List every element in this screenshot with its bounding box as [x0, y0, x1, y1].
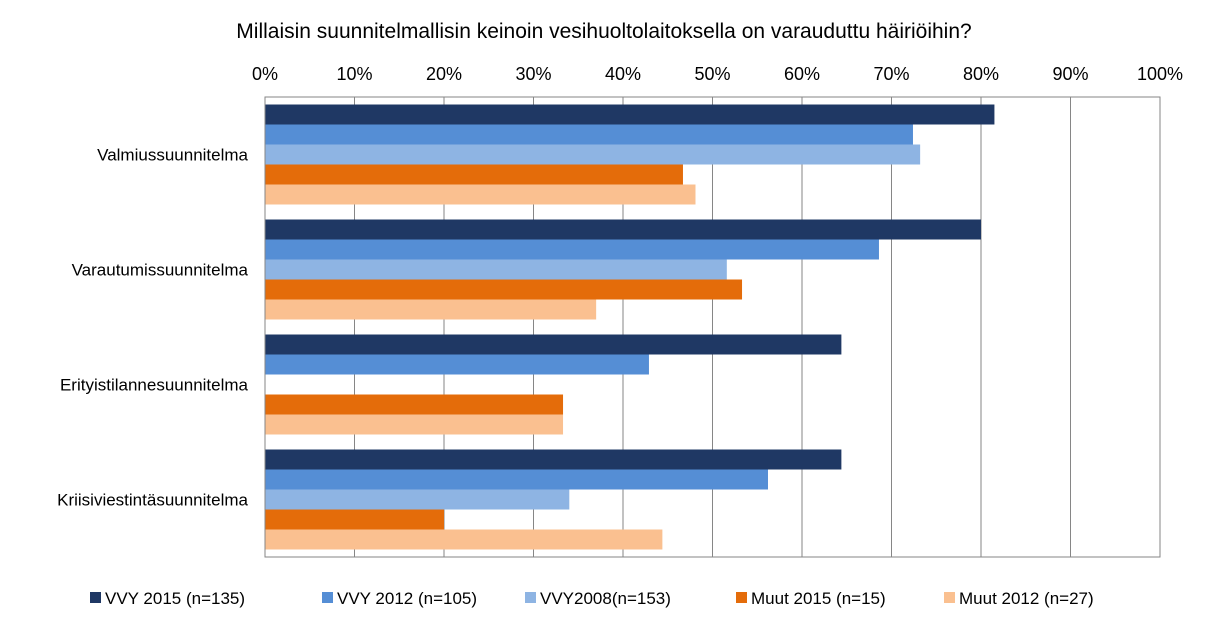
bar: [265, 354, 649, 375]
x-tick-label: 50%: [694, 64, 730, 84]
bar: [265, 239, 879, 260]
bar: [265, 449, 842, 470]
legend-swatch: [322, 592, 333, 603]
category-labels: Valmiussuunnitelma Varautumissuunnitelma E…: [57, 146, 248, 510]
bar: [265, 489, 570, 510]
x-tick-label: 30%: [515, 64, 551, 84]
x-tick-label: 20%: [426, 64, 462, 84]
x-tick-label: 0%: [252, 64, 278, 84]
bar: [265, 259, 727, 280]
category-label: Erityistilannesuunnitelma: [60, 376, 249, 395]
bar: [265, 279, 743, 300]
bar: [265, 529, 663, 550]
x-tick-label: 10%: [336, 64, 372, 84]
bar: [265, 469, 768, 490]
bar: [265, 219, 981, 240]
legend-label: VVY 2015 (n=135): [105, 589, 245, 608]
bar: [265, 144, 921, 165]
bar: [265, 299, 597, 320]
bar: [265, 164, 683, 185]
category-label: Valmiussuunnitelma: [97, 146, 248, 165]
x-axis-tick-labels: 0% 10% 20% 30% 40% 50% 60% 70% 80% 90% 100%: [252, 64, 1183, 84]
category-label: Varautumissuunnitelma: [72, 261, 249, 280]
chart-title: Millaisin suunnitelmallisin keinoin vesi…: [236, 20, 971, 43]
bar: [265, 394, 564, 415]
bars: [265, 104, 995, 550]
legend-swatch: [90, 592, 101, 603]
legend-label: Muut 2012 (n=27): [959, 589, 1094, 608]
legend-swatch: [944, 592, 955, 603]
x-tick-label: 90%: [1052, 64, 1088, 84]
legend-label: VVY 2012 (n=105): [337, 589, 477, 608]
bar: [265, 334, 842, 355]
x-tick-label: 100%: [1137, 64, 1183, 84]
bar: [265, 184, 696, 205]
bar: [265, 414, 564, 435]
category-label: Kriisiviestintäsuunnitelma: [57, 491, 248, 510]
legend-label: Muut 2015 (n=15): [751, 589, 886, 608]
bar: [265, 509, 444, 530]
bar: [265, 104, 995, 125]
legend-swatch: [525, 592, 536, 603]
legend-label: VVY2008(n=153): [540, 589, 671, 608]
x-tick-label: 80%: [963, 64, 999, 84]
bar: [265, 124, 913, 145]
plot-area-frame: [264, 96, 1161, 558]
x-tick-label: 60%: [784, 64, 820, 84]
legend-swatch: [736, 592, 747, 603]
x-tick-label: 40%: [605, 64, 641, 84]
legend: VVY 2015 (n=135) VVY 2012 (n=105) VVY2008(…: [90, 589, 1094, 608]
x-tick-label: 70%: [873, 64, 909, 84]
